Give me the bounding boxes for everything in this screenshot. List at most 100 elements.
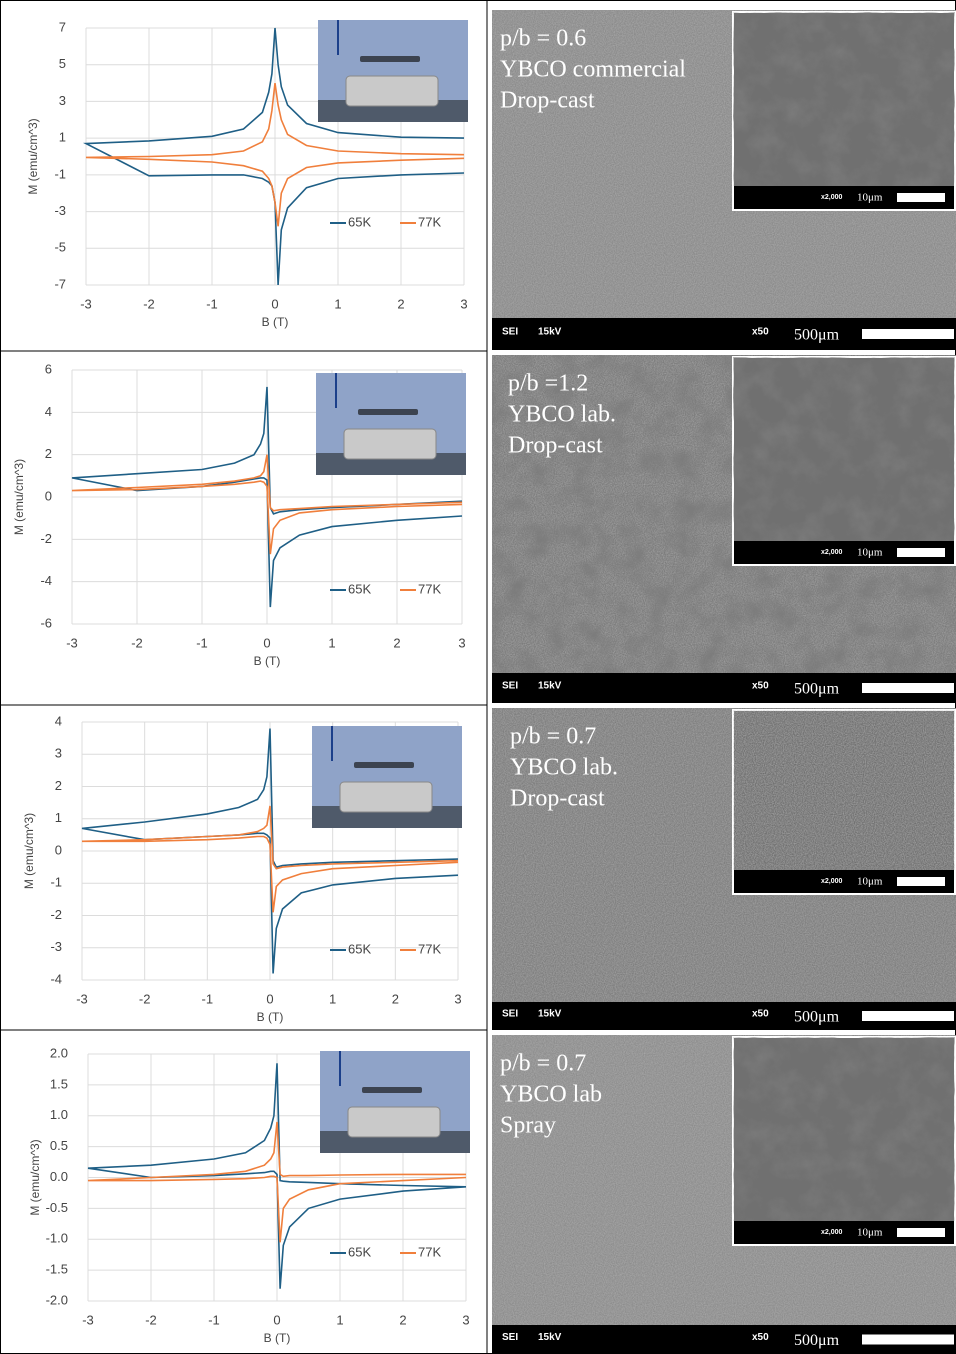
y-tick-label: -2 <box>50 907 62 922</box>
sample-label: Drop-cast <box>500 88 595 114</box>
x-tick-label: -1 <box>206 296 218 311</box>
sem-inset-texture <box>733 357 955 541</box>
y-tick-label: -1.0 <box>46 1231 68 1246</box>
y-tick-label: -6 <box>40 615 52 630</box>
y-tick-label: -4 <box>50 971 62 986</box>
inset-mag: x2,000 <box>821 878 843 885</box>
sample-label: YBCO lab. <box>508 402 616 428</box>
y-tick-label: -2.0 <box>46 1292 68 1307</box>
y-axis-label: M (emu/cm^3) <box>12 459 26 535</box>
x-tick-label: 0 <box>266 991 273 1006</box>
sample-label: YBCO lab <box>500 1082 602 1108</box>
y-axis-label: M (emu/cm^3) <box>22 813 36 889</box>
scale-bar <box>862 1335 954 1345</box>
legend-label: 65K <box>348 581 371 596</box>
y-axis-label: M (emu/cm^3) <box>28 1139 42 1215</box>
y-tick-label: -3 <box>50 939 62 954</box>
y-tick-label: -1 <box>54 166 66 181</box>
y-tick-label: 6 <box>45 361 52 376</box>
sample <box>360 56 420 62</box>
inset-scale-bar <box>897 548 945 557</box>
sample-label: Spray <box>500 1113 556 1139</box>
magnet <box>344 429 436 459</box>
y-tick-label: 2 <box>55 778 62 793</box>
y-tick-label: -1 <box>50 875 62 890</box>
x-tick-label: -1 <box>202 991 214 1006</box>
y-tick-label: -4 <box>40 573 52 588</box>
y-tick-label: 0 <box>45 488 52 503</box>
y-tick-label: 1.5 <box>50 1076 68 1091</box>
x-tick-label: -3 <box>66 635 78 650</box>
sem-inset-texture <box>733 12 955 186</box>
scale-label: 500μm <box>794 1332 840 1349</box>
x-tick-label: 0 <box>263 635 270 650</box>
magnet <box>340 782 432 812</box>
detector: SEI <box>502 1009 518 1020</box>
detector: SEI <box>502 327 518 338</box>
inset-scale: 10μm <box>857 1227 883 1239</box>
x-axis-label: B (T) <box>264 1331 291 1345</box>
legend-label: 77K <box>418 214 441 229</box>
x-tick-label: -3 <box>82 1312 94 1327</box>
voltage: 15kV <box>538 1332 562 1343</box>
y-tick-label: 0.5 <box>50 1138 68 1153</box>
scale-bar <box>862 683 954 693</box>
inset-photo <box>318 20 468 122</box>
x-tick-label: 2 <box>393 635 400 650</box>
inset-photo <box>312 726 462 828</box>
sample <box>362 1087 422 1093</box>
sample-label: p/b = 0.7 <box>510 724 596 750</box>
inset-scale: 10μm <box>857 547 883 559</box>
y-tick-label: 0 <box>55 842 62 857</box>
detector: SEI <box>502 1332 518 1343</box>
x-tick-label: 1 <box>334 296 341 311</box>
x-tick-label: -2 <box>145 1312 157 1327</box>
x-tick-label: 2 <box>392 991 399 1006</box>
voltage: 15kV <box>538 327 562 338</box>
sample-label: Drop-cast <box>508 433 603 459</box>
magnification: x50 <box>752 1009 769 1020</box>
x-tick-label: 3 <box>458 635 465 650</box>
sample-label: YBCO commercial <box>500 57 686 83</box>
x-tick-label: -2 <box>131 635 143 650</box>
y-tick-label: -7 <box>54 276 66 291</box>
sample-label: YBCO lab. <box>510 755 618 781</box>
x-tick-label: 1 <box>328 635 335 650</box>
y-tick-label: 2.0 <box>50 1045 68 1060</box>
figure: -7-5-3-11357-3-2-10123B (T)M (emu/cm^3)6… <box>0 0 956 1354</box>
x-tick-label: 2 <box>397 296 404 311</box>
inset-scale: 10μm <box>857 192 883 204</box>
x-tick-label: -2 <box>139 991 151 1006</box>
y-tick-label: 5 <box>59 56 66 71</box>
x-tick-label: -3 <box>80 296 92 311</box>
x-axis-label: B (T) <box>262 315 289 329</box>
scale-bar <box>862 1011 954 1021</box>
inset-mag: x2,000 <box>821 194 843 201</box>
magnification: x50 <box>752 681 769 692</box>
y-tick-label: -0.5 <box>46 1200 68 1215</box>
x-tick-label: -1 <box>208 1312 220 1327</box>
x-tick-label: 1 <box>329 991 336 1006</box>
y-tick-label: -2 <box>40 531 52 546</box>
y-tick-label: 3 <box>59 93 66 108</box>
y-tick-label: 0.0 <box>50 1169 68 1184</box>
legend-label: 77K <box>418 1244 441 1259</box>
x-tick-label: 3 <box>462 1312 469 1327</box>
y-axis-label: M (emu/cm^3) <box>26 118 40 194</box>
scale-label: 500μm <box>794 327 840 344</box>
inset-photo <box>320 1051 470 1153</box>
sem-inset-texture <box>733 1037 955 1221</box>
x-tick-label: -1 <box>196 635 208 650</box>
magnet <box>346 76 438 106</box>
y-tick-label: 1.0 <box>50 1107 68 1122</box>
sample <box>354 762 414 768</box>
inset-mag: x2,000 <box>821 1229 843 1236</box>
x-tick-label: 3 <box>454 991 461 1006</box>
sem-inset-texture <box>733 710 955 870</box>
detector: SEI <box>502 681 518 692</box>
x-tick-label: -3 <box>76 991 88 1006</box>
x-tick-label: 0 <box>273 1312 280 1327</box>
magnification: x50 <box>752 327 769 338</box>
inset-scale-bar <box>897 193 945 202</box>
y-tick-label: 7 <box>59 19 66 34</box>
